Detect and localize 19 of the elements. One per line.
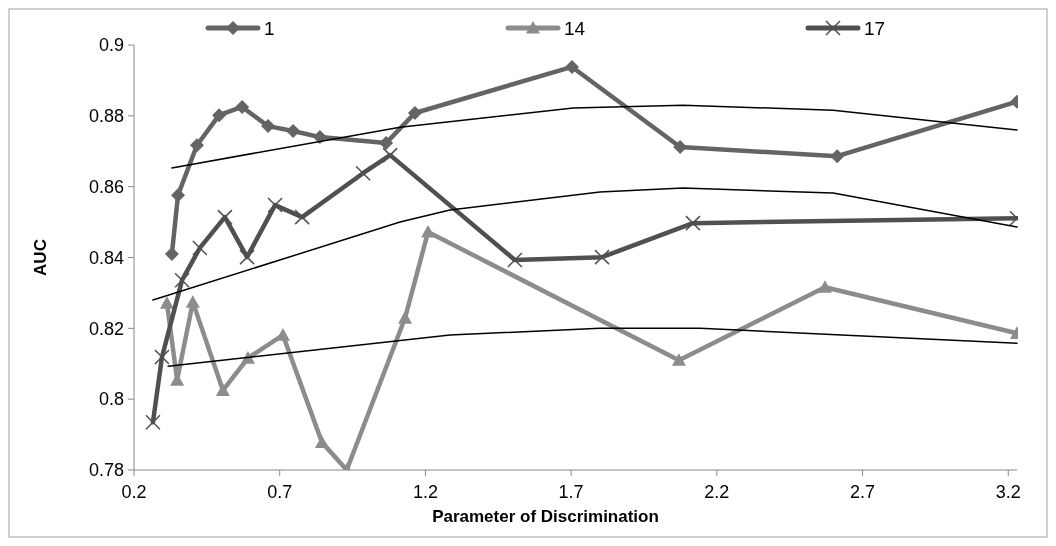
x-tick-label: 1.7 [558, 482, 584, 502]
y-tick-label: 0.84 [88, 247, 124, 268]
x-tick-label: 2.2 [704, 482, 730, 502]
legend-label: 1 [264, 17, 275, 39]
y-tick-label: 0.86 [88, 176, 124, 197]
y-tick-label: 0.88 [88, 106, 124, 127]
y-tick-label: 0.8 [98, 389, 124, 410]
legend-label: 17 [864, 17, 886, 39]
y-axis-title: AUC [31, 239, 50, 276]
x-tick-label: 1.2 [412, 482, 438, 502]
y-tick-label: 0.9 [98, 35, 124, 56]
x-axis-title: Parameter of Discrimination [432, 507, 659, 526]
x-tick-label: 0.7 [267, 482, 293, 502]
x-tick-label: 3.2 [995, 482, 1021, 502]
y-tick-label: 0.82 [88, 318, 124, 339]
legend-label: 14 [564, 17, 586, 39]
x-tick-label: 0.2 [121, 482, 147, 502]
x-tick-label: 2.7 [850, 482, 876, 502]
y-tick-label: 0.78 [88, 460, 124, 481]
